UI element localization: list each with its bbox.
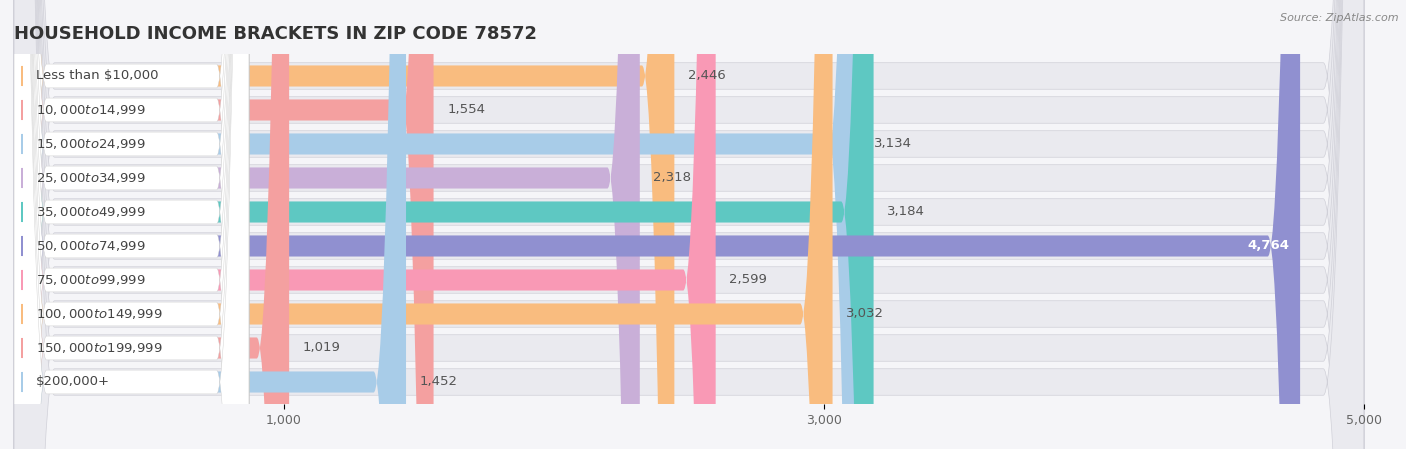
Text: 2,318: 2,318 <box>654 172 692 185</box>
FancyBboxPatch shape <box>14 0 1364 449</box>
FancyBboxPatch shape <box>14 0 406 449</box>
FancyBboxPatch shape <box>14 0 1364 449</box>
FancyBboxPatch shape <box>14 0 249 449</box>
FancyBboxPatch shape <box>14 0 249 449</box>
FancyBboxPatch shape <box>14 0 675 449</box>
Text: $150,000 to $199,999: $150,000 to $199,999 <box>35 341 162 355</box>
Text: $50,000 to $74,999: $50,000 to $74,999 <box>35 239 145 253</box>
FancyBboxPatch shape <box>14 0 249 449</box>
Text: $15,000 to $24,999: $15,000 to $24,999 <box>35 137 145 151</box>
Text: $200,000+: $200,000+ <box>35 375 110 388</box>
Text: 3,032: 3,032 <box>846 308 884 321</box>
FancyBboxPatch shape <box>14 0 1364 449</box>
FancyBboxPatch shape <box>14 0 249 449</box>
FancyBboxPatch shape <box>14 0 716 449</box>
Text: 3,134: 3,134 <box>873 137 911 150</box>
FancyBboxPatch shape <box>14 0 1364 449</box>
Text: 2,599: 2,599 <box>730 273 768 286</box>
Text: 3,184: 3,184 <box>887 206 925 219</box>
FancyBboxPatch shape <box>14 0 1364 449</box>
FancyBboxPatch shape <box>14 0 1364 449</box>
Text: $25,000 to $34,999: $25,000 to $34,999 <box>35 171 145 185</box>
FancyBboxPatch shape <box>14 0 433 449</box>
Text: Less than $10,000: Less than $10,000 <box>35 70 157 83</box>
Text: $35,000 to $49,999: $35,000 to $49,999 <box>35 205 145 219</box>
FancyBboxPatch shape <box>14 0 249 449</box>
FancyBboxPatch shape <box>14 0 1364 449</box>
FancyBboxPatch shape <box>14 0 640 449</box>
FancyBboxPatch shape <box>14 0 249 449</box>
FancyBboxPatch shape <box>14 0 1364 449</box>
Text: 2,446: 2,446 <box>688 70 725 83</box>
Text: 1,019: 1,019 <box>302 342 340 355</box>
Text: HOUSEHOLD INCOME BRACKETS IN ZIP CODE 78572: HOUSEHOLD INCOME BRACKETS IN ZIP CODE 78… <box>14 26 537 44</box>
FancyBboxPatch shape <box>14 0 860 449</box>
FancyBboxPatch shape <box>14 0 249 449</box>
FancyBboxPatch shape <box>14 0 249 449</box>
Text: $10,000 to $14,999: $10,000 to $14,999 <box>35 103 145 117</box>
Text: 1,452: 1,452 <box>419 375 457 388</box>
Text: $75,000 to $99,999: $75,000 to $99,999 <box>35 273 145 287</box>
FancyBboxPatch shape <box>14 0 1301 449</box>
FancyBboxPatch shape <box>14 0 249 449</box>
Text: 4,764: 4,764 <box>1247 239 1289 252</box>
Text: Source: ZipAtlas.com: Source: ZipAtlas.com <box>1281 13 1399 23</box>
FancyBboxPatch shape <box>14 0 1364 449</box>
Text: 1,554: 1,554 <box>447 103 485 116</box>
FancyBboxPatch shape <box>14 0 832 449</box>
FancyBboxPatch shape <box>14 0 290 449</box>
FancyBboxPatch shape <box>14 0 249 449</box>
FancyBboxPatch shape <box>14 0 873 449</box>
FancyBboxPatch shape <box>14 0 1364 449</box>
Text: $100,000 to $149,999: $100,000 to $149,999 <box>35 307 162 321</box>
